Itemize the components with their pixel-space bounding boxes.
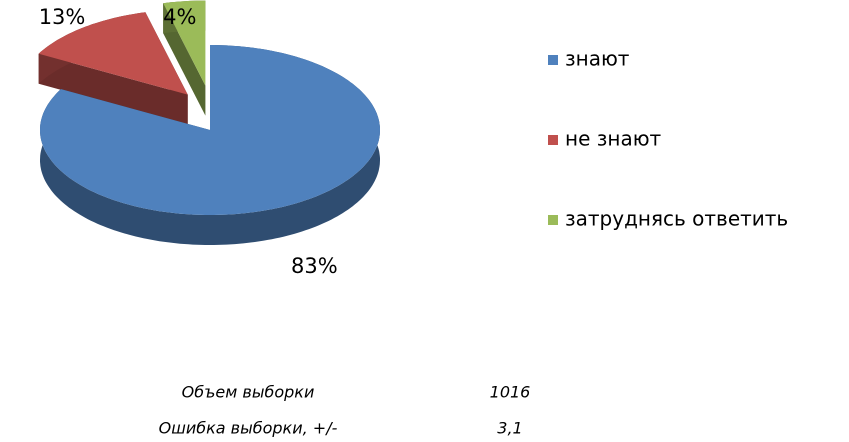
legend-label: не знают (565, 127, 662, 151)
legend-label: затруднясь ответить (565, 207, 788, 231)
legend-swatch (548, 215, 558, 225)
slice-top (163, 0, 206, 86)
slice-top (40, 45, 380, 215)
slice-wall (38, 53, 188, 125)
note-label: Объем выборки (182, 383, 315, 402)
legend-swatch (548, 55, 558, 65)
data-label: 13% (39, 5, 86, 29)
slice-top (38, 12, 188, 95)
note-label: Ошибка выборки, +/- (159, 419, 338, 438)
legend-swatch (548, 135, 558, 145)
data-label: 83% (291, 254, 338, 278)
legend-label: знают (565, 47, 630, 71)
data-label: 4% (163, 5, 196, 29)
note-value: 3,1 (497, 419, 522, 438)
note-value: 1016 (490, 383, 531, 402)
